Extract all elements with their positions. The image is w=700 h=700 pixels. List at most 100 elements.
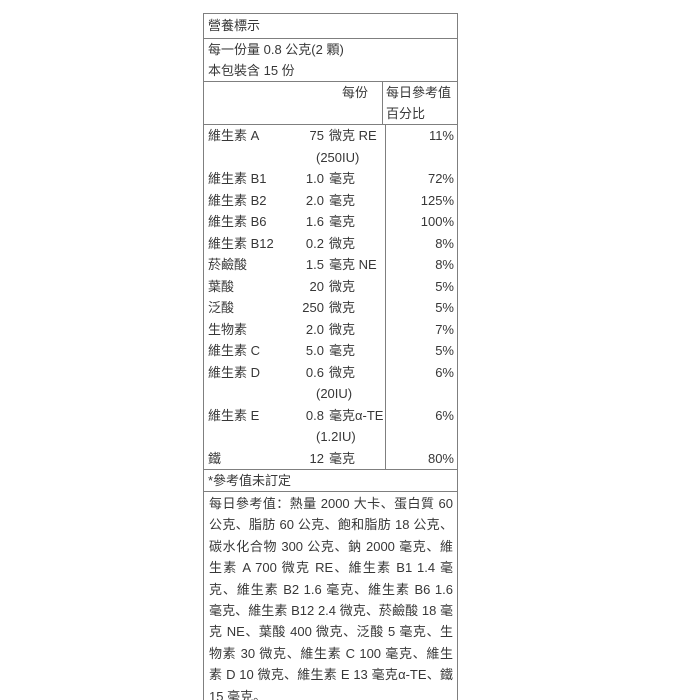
serving-size-text: 每一份量 0.8 公克(2 顆) [208, 42, 344, 57]
daily-value-percent: 5% [385, 297, 457, 319]
nutrient-row: 維生素 B6 1.6 毫克 100% [204, 211, 457, 233]
nutrient-name: 維生素 C [208, 343, 261, 358]
per-serving-header: 每份 [341, 85, 368, 100]
nutrient-row: 鐵 12 毫克 80% [204, 447, 457, 470]
amount-unit: 微克 [329, 278, 356, 294]
amount-value: 1.5 [305, 257, 324, 272]
nutrient-name: 維生素 B2 [208, 192, 267, 208]
amount-value: 20 [309, 278, 324, 294]
nutrient-amount: 0.8 毫克α-TE [204, 405, 384, 427]
amount-value: 2.0 [305, 321, 324, 337]
daily-value-percent: 8% [385, 254, 457, 276]
amount-unit: 毫克 NE [329, 257, 377, 272]
nutrient-row: 葉酸 20 微克 5% [204, 275, 457, 298]
amount-value: 75 [309, 128, 324, 143]
nutrient-row: 維生素 D 0.6 微克 (20IU) 6% [204, 361, 457, 405]
nutrient-amount: 2.0 毫克 [204, 190, 355, 212]
nutrient-name: 維生素 D [208, 364, 261, 380]
nutrient-line: 鐵 12 毫克 [204, 448, 385, 470]
daily-value-percent: 5% [385, 340, 457, 362]
nutrient-name: 維生素 B1 [208, 171, 267, 186]
nutrient-row: 維生素 A 75 微克 RE (250IU) 11% [204, 125, 457, 168]
per-serving-header-cell: 每份 [204, 82, 382, 124]
daily-value-percent: 6% [385, 404, 457, 448]
nutrient-line: 維生素 C 5.0 毫克 [204, 340, 385, 362]
nutrient-row: 泛酸 250 微克 5% [204, 297, 457, 319]
nutrient-row: 維生素 B12 0.2 微克 8% [204, 232, 457, 255]
nutrient-cell: 維生素 E 0.8 毫克α-TE (1.2IU) [204, 405, 385, 448]
nutrient-amount: 75 微克 RE [204, 125, 377, 147]
nutrient-row: 維生素 B2 2.0 毫克 125% [204, 189, 457, 212]
nutrient-cell: 菸鹼酸 1.5 毫克 NE [204, 254, 385, 276]
nutrient-line: 泛酸 250 微克 [204, 297, 385, 319]
nutrient-line: 維生素 B6 1.6 毫克 [204, 211, 385, 233]
nutrient-name: 維生素 B6 [208, 214, 267, 229]
nutrient-cell: 鐵 12 毫克 [204, 448, 385, 470]
nutrient-amount: 5.0 毫克 [204, 340, 355, 362]
daily-value-header-line2: 百分比 [386, 106, 426, 121]
servings-per-package-text: 本包裝含 15 份 [208, 63, 295, 78]
nutrient-name: 葉酸 [208, 278, 235, 294]
amount-unit: 毫克α-TE [329, 407, 384, 423]
amount-iu-equivalent: (20IU) [316, 386, 353, 401]
nutrient-rows-section: 維生素 A 75 微克 RE (250IU) 11% 維生素 B1 1.0 毫克 7… [204, 125, 457, 470]
daily-value-percent: 100% [385, 211, 457, 233]
nutrient-cell: 生物素 2.0 微克 [204, 319, 385, 341]
nutrient-line: 維生素 E 0.8 毫克α-TE [204, 405, 385, 427]
nutrient-name: 維生素 A [208, 128, 260, 143]
amount-value: 12 [309, 450, 324, 466]
nutrient-cell: 維生素 B1 1.0 毫克 [204, 168, 385, 190]
nutrient-row: 維生素 E 0.8 毫克α-TE (1.2IU) 6% [204, 404, 457, 448]
serving-info-row: 每一份量 0.8 公克(2 顆) 本包裝含 15 份 [204, 39, 457, 82]
nutrient-line: 葉酸 20 微克 [204, 276, 385, 298]
nutrient-row: 生物素 2.0 微克 7% [204, 318, 457, 341]
nutrient-line: 維生素 A 75 微克 RE [204, 125, 385, 147]
amount-unit: 微克 [329, 364, 356, 380]
amount-value: 5.0 [305, 343, 324, 358]
nutrient-cell: 維生素 A 75 微克 RE (250IU) [204, 125, 385, 168]
nutrient-row: 菸鹼酸 1.5 毫克 NE 8% [204, 254, 457, 276]
nutrition-label-table: 營養標示 每一份量 0.8 公克(2 顆) 本包裝含 15 份 每份 每日參考值… [203, 13, 458, 700]
nutrient-cell: 維生素 D 0.6 微克 (20IU) [204, 362, 385, 405]
amount-unit: 微克 [329, 235, 356, 251]
nutrient-line: 維生素 B2 2.0 毫克 [204, 190, 385, 212]
amount-value: 1.6 [305, 214, 324, 229]
nutrient-amount: 1.5 毫克 NE [204, 254, 377, 276]
amount-value: 0.8 [305, 407, 324, 423]
nutrient-cell: 維生素 B12 0.2 微克 [204, 233, 385, 255]
nutrient-name: 生物素 [208, 321, 248, 337]
nutrient-name: 菸鹼酸 [208, 257, 248, 272]
nutrient-line: 維生素 B1 1.0 毫克 [204, 168, 385, 190]
amount-unit: 微克 RE [329, 128, 377, 143]
nutrient-amount: 250 微克 [204, 297, 355, 319]
nutrient-name: 維生素 E [208, 407, 260, 423]
nutrient-cell: 維生素 C 5.0 毫克 [204, 340, 385, 362]
amount-unit: 毫克 [329, 192, 356, 208]
nutrient-amount: 20 微克 [204, 276, 355, 298]
amount-unit: 毫克 [329, 171, 356, 186]
amount-value: 2.0 [305, 192, 324, 208]
amount-value: 250 [302, 300, 324, 315]
nutrient-name: 鐵 [208, 450, 222, 466]
amount-value: 0.6 [305, 364, 324, 380]
amount-unit: 微克 [329, 321, 356, 337]
daily-value-percent: 72% [385, 168, 457, 190]
nutrient-amount: 0.6 微克 [204, 362, 355, 384]
daily-value-percent: 80% [385, 447, 457, 469]
daily-value-percent: 8% [385, 232, 457, 254]
nutrient-row: 維生素 B1 1.0 毫克 72% [204, 168, 457, 190]
nutrient-name: 維生素 B12 [208, 235, 274, 251]
nutrient-line: 維生素 D 0.6 微克 [204, 362, 385, 384]
amount-iu-equivalent: (1.2IU) [316, 429, 356, 444]
daily-value-percent: 5% [385, 275, 457, 297]
nutrient-line: 維生素 B12 0.2 微克 [204, 233, 385, 255]
nutrient-cell: 維生素 B2 2.0 毫克 [204, 190, 385, 212]
amount-unit: 毫克 [329, 450, 356, 466]
daily-value-percent: 11% [385, 125, 457, 168]
nutrient-row: 維生素 C 5.0 毫克 5% [204, 340, 457, 362]
amount-unit: 微克 [329, 300, 356, 315]
amount-unit: 毫克 [329, 214, 356, 229]
amount-value: 0.2 [305, 235, 324, 251]
amount-value: 1.0 [305, 171, 324, 186]
